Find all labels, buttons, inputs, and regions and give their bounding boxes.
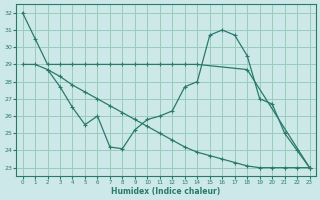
X-axis label: Humidex (Indice chaleur): Humidex (Indice chaleur) [111, 187, 221, 196]
